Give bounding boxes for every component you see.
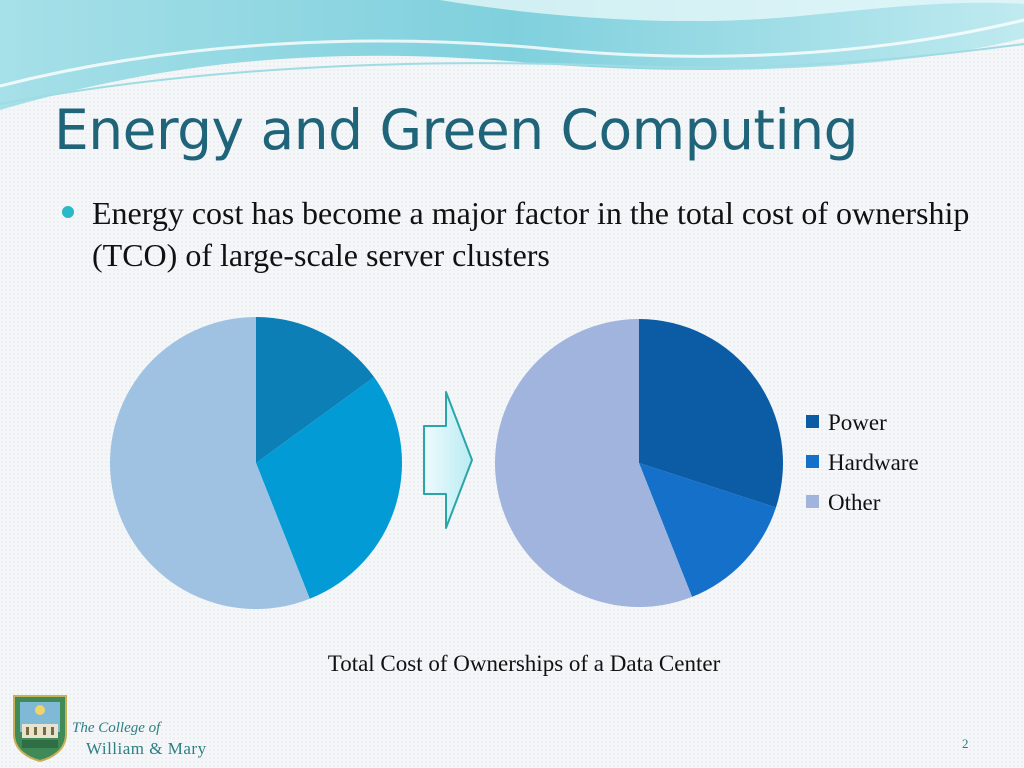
pie-after-slice-other <box>494 319 693 607</box>
pie-before-slice-power <box>256 317 375 463</box>
chart-legend: Power Hardware Other <box>806 410 919 515</box>
institution-label: William & Mary <box>86 739 207 758</box>
pie-after-slice-hardware <box>639 463 776 597</box>
bullet-item: Energy cost has become a major factor in… <box>62 192 982 276</box>
tco-pie-charts: Power Hardware Other <box>110 317 919 610</box>
legend-label-power: Power <box>828 410 887 435</box>
bullet-list: Energy cost has become a major factor in… <box>62 192 982 276</box>
college-seal-icon <box>13 695 67 762</box>
slide-title: Energy and Green Computing <box>54 98 859 162</box>
college-label: The College of <box>72 720 161 736</box>
header-wave <box>0 0 1024 110</box>
legend-label-other: Other <box>828 490 881 515</box>
pie-chart-before <box>110 317 402 610</box>
pie-before-slice-hardware <box>256 377 402 599</box>
pie-chart-after <box>494 319 783 607</box>
chart-caption: Total Cost of Ownerships of a Data Cente… <box>327 651 721 676</box>
pie-after-slice-power <box>639 319 783 508</box>
bullet-dot-icon <box>62 206 74 218</box>
right-arrow-icon <box>423 391 473 529</box>
bullet-text: Energy cost has become a major factor in… <box>92 195 970 273</box>
pie-before-slice-other <box>110 317 310 610</box>
slide-number: 2 <box>962 736 969 751</box>
legend-label-hardware: Hardware <box>828 450 919 475</box>
legend-swatch-power <box>806 415 819 428</box>
legend-swatch-hardware <box>806 455 819 468</box>
legend-swatch-other <box>806 495 819 508</box>
